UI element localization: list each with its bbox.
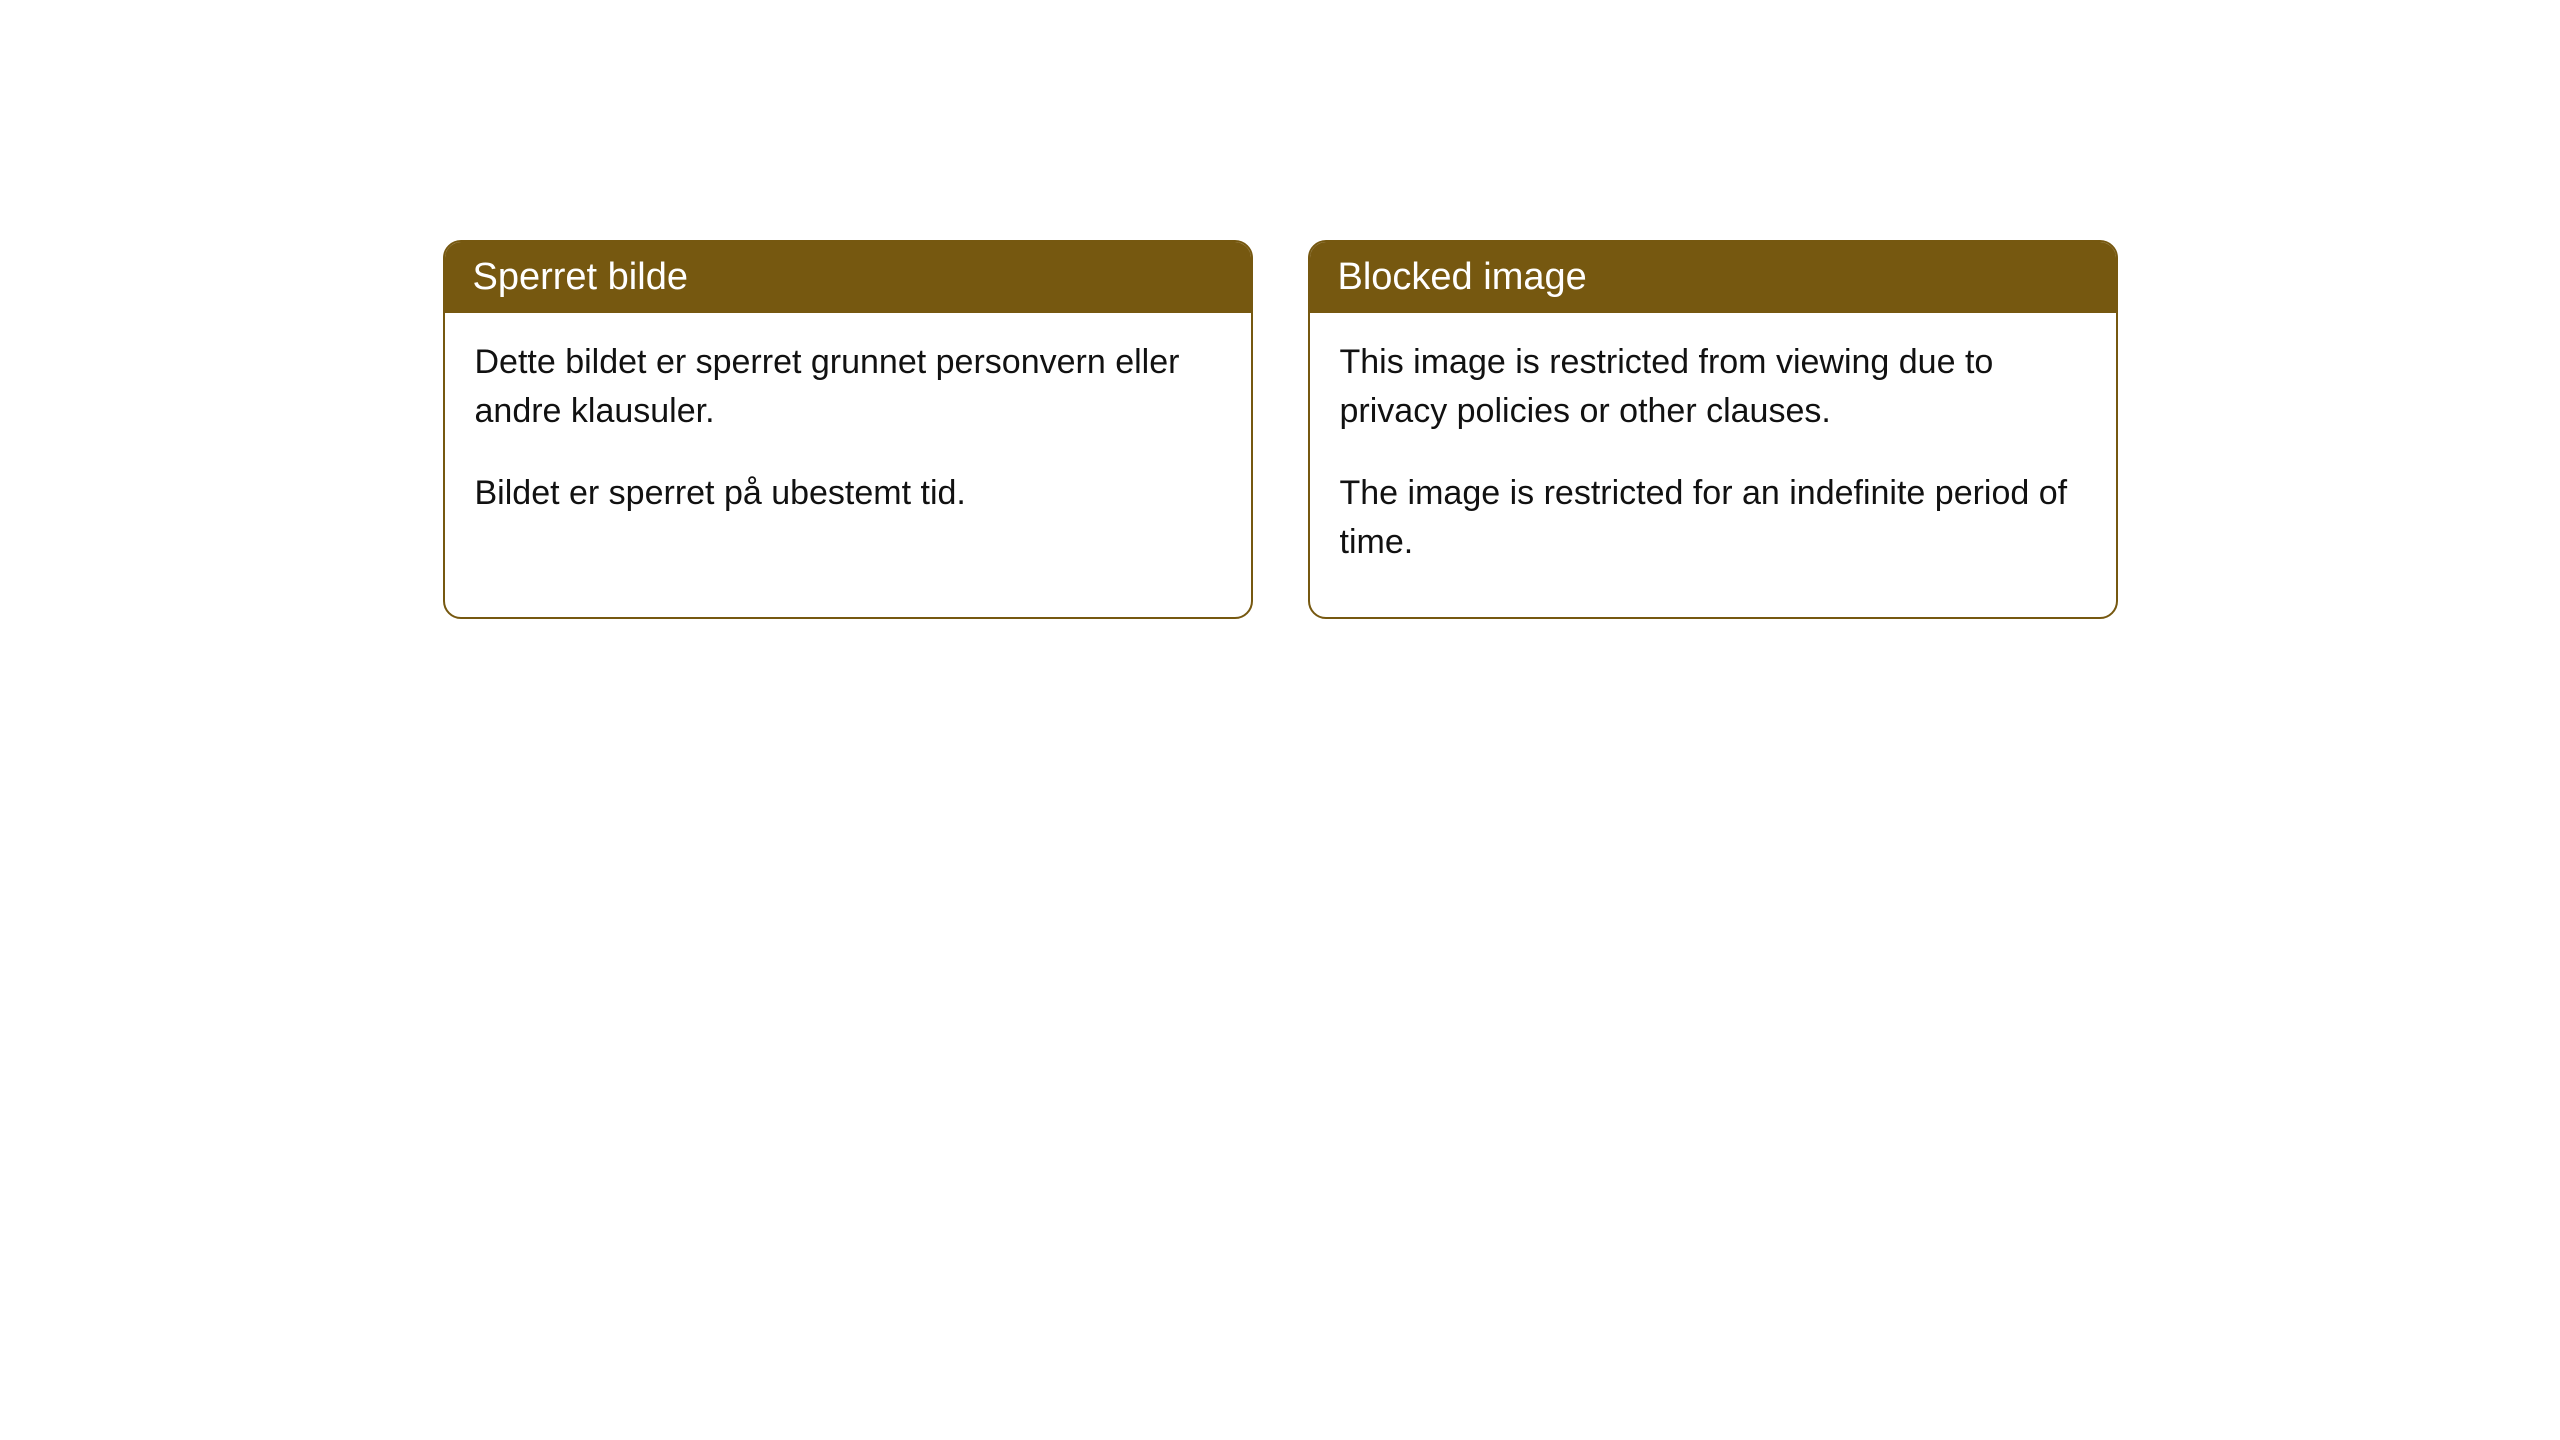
card-container: Sperret bilde Dette bildet er sperret gr…: [0, 240, 2560, 619]
card-body: This image is restricted from viewing du…: [1310, 313, 2116, 617]
card-title: Sperret bilde: [473, 256, 688, 298]
card-paragraph: Dette bildet er sperret grunnet personve…: [475, 338, 1221, 437]
card-body: Dette bildet er sperret grunnet personve…: [445, 313, 1251, 568]
blocked-image-card-en: Blocked image This image is restricted f…: [1308, 240, 2118, 619]
card-title: Blocked image: [1338, 256, 1587, 298]
blocked-image-card-no: Sperret bilde Dette bildet er sperret gr…: [443, 240, 1253, 619]
card-paragraph: This image is restricted from viewing du…: [1340, 338, 2086, 437]
card-header: Blocked image: [1310, 242, 2116, 313]
card-paragraph: Bildet er sperret på ubestemt tid.: [475, 469, 1221, 518]
card-paragraph: The image is restricted for an indefinit…: [1340, 469, 2086, 568]
card-header: Sperret bilde: [445, 242, 1251, 313]
